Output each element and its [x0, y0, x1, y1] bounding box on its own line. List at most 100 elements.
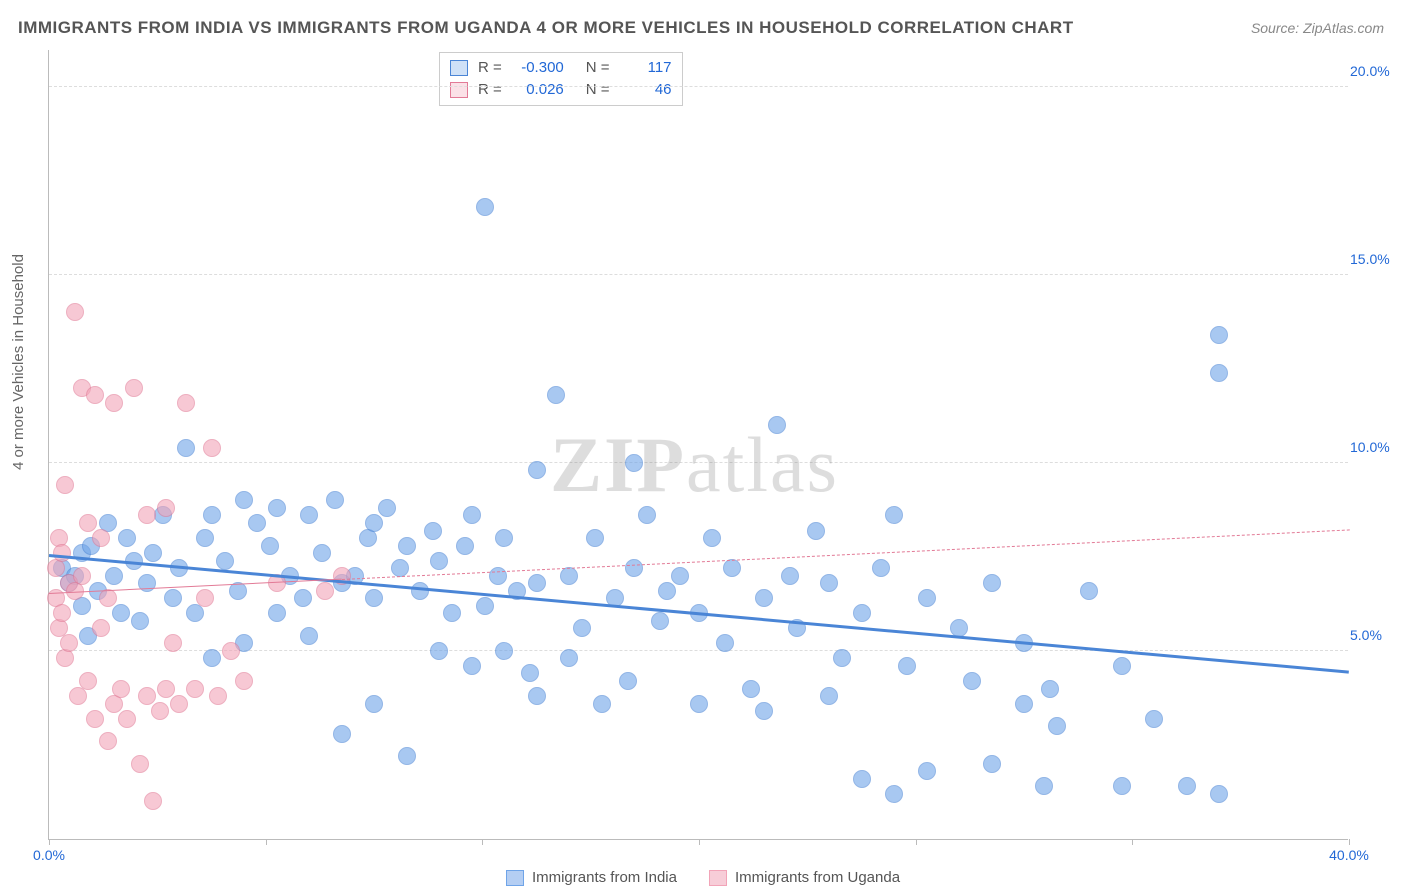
scatter-point: [92, 619, 110, 637]
scatter-point: [703, 529, 721, 547]
scatter-point: [716, 634, 734, 652]
scatter-point: [424, 522, 442, 540]
scatter-point: [1178, 777, 1196, 795]
scatter-point: [112, 680, 130, 698]
scatter-point: [456, 537, 474, 555]
scatter-point: [261, 537, 279, 555]
scatter-point: [99, 732, 117, 750]
scatter-point: [203, 649, 221, 667]
x-tick-label: 0.0%: [33, 847, 65, 863]
scatter-point: [79, 514, 97, 532]
scatter-point: [430, 552, 448, 570]
scatter-point: [235, 672, 253, 690]
scatter-point: [268, 499, 286, 517]
scatter-point: [177, 394, 195, 412]
scatter-point: [1035, 777, 1053, 795]
scatter-point: [528, 461, 546, 479]
scatter-point: [131, 755, 149, 773]
stat-n-label: N =: [586, 57, 610, 79]
legend-label: Immigrants from India: [532, 869, 677, 886]
scatter-point: [151, 702, 169, 720]
scatter-point: [300, 506, 318, 524]
scatter-point: [593, 695, 611, 713]
scatter-point: [495, 642, 513, 660]
scatter-point: [216, 552, 234, 570]
scatter-point: [963, 672, 981, 690]
x-tick: [266, 839, 267, 845]
scatter-point: [164, 634, 182, 652]
scatter-point: [1015, 695, 1033, 713]
scatter-point: [560, 567, 578, 585]
legend-swatch: [506, 870, 524, 886]
scatter-point: [69, 687, 87, 705]
scatter-point: [79, 672, 97, 690]
scatter-point: [1145, 710, 1163, 728]
scatter-point: [365, 589, 383, 607]
scatter-point: [495, 529, 513, 547]
scatter-point: [983, 755, 1001, 773]
scatter-point: [755, 702, 773, 720]
scatter-point: [1210, 326, 1228, 344]
scatter-point: [807, 522, 825, 540]
scatter-point: [235, 491, 253, 509]
gridline: [49, 462, 1348, 463]
trend-line: [341, 530, 1349, 581]
scatter-point: [186, 604, 204, 622]
scatter-point: [528, 574, 546, 592]
scatter-point: [586, 529, 604, 547]
scatter-point: [56, 476, 74, 494]
scatter-point: [105, 567, 123, 585]
scatter-point: [86, 710, 104, 728]
scatter-point: [463, 506, 481, 524]
stat-r-value: -0.300: [512, 57, 564, 79]
scatter-point: [476, 597, 494, 615]
y-axis-label: 4 or more Vehicles in Household: [10, 254, 27, 470]
scatter-point: [118, 710, 136, 728]
scatter-plot-area: R =-0.300N =117R =0.026N =46 5.0%10.0%15…: [48, 50, 1348, 840]
scatter-point: [885, 785, 903, 803]
x-tick: [482, 839, 483, 845]
scatter-point: [768, 416, 786, 434]
stat-n-value: 46: [620, 79, 672, 101]
scatter-point: [671, 567, 689, 585]
scatter-point: [983, 574, 1001, 592]
scatter-point: [391, 559, 409, 577]
scatter-point: [918, 762, 936, 780]
x-tick: [916, 839, 917, 845]
scatter-point: [560, 649, 578, 667]
scatter-point: [625, 559, 643, 577]
gridline: [49, 274, 1348, 275]
scatter-point: [53, 544, 71, 562]
scatter-point: [547, 386, 565, 404]
legend-swatch: [450, 60, 468, 76]
scatter-point: [898, 657, 916, 675]
bottom-legend: Immigrants from IndiaImmigrants from Uga…: [0, 869, 1406, 886]
scatter-point: [294, 589, 312, 607]
scatter-point: [476, 198, 494, 216]
scatter-point: [651, 612, 669, 630]
stat-n-label: N =: [586, 79, 610, 101]
legend-swatch: [450, 82, 468, 98]
scatter-point: [1113, 777, 1131, 795]
scatter-point: [300, 627, 318, 645]
scatter-point: [443, 604, 461, 622]
scatter-point: [144, 792, 162, 810]
scatter-point: [157, 680, 175, 698]
x-tick: [699, 839, 700, 845]
scatter-point: [248, 514, 266, 532]
scatter-point: [203, 439, 221, 457]
x-tick: [49, 839, 50, 845]
scatter-point: [56, 649, 74, 667]
scatter-point: [222, 642, 240, 660]
x-tick: [1349, 839, 1350, 845]
scatter-point: [125, 379, 143, 397]
scatter-point: [573, 619, 591, 637]
scatter-point: [118, 529, 136, 547]
scatter-point: [170, 695, 188, 713]
scatter-point: [398, 537, 416, 555]
trend-line: [49, 554, 1349, 674]
scatter-point: [73, 567, 91, 585]
scatter-point: [177, 439, 195, 457]
legend-item: Immigrants from India: [506, 869, 677, 886]
scatter-point: [1210, 785, 1228, 803]
